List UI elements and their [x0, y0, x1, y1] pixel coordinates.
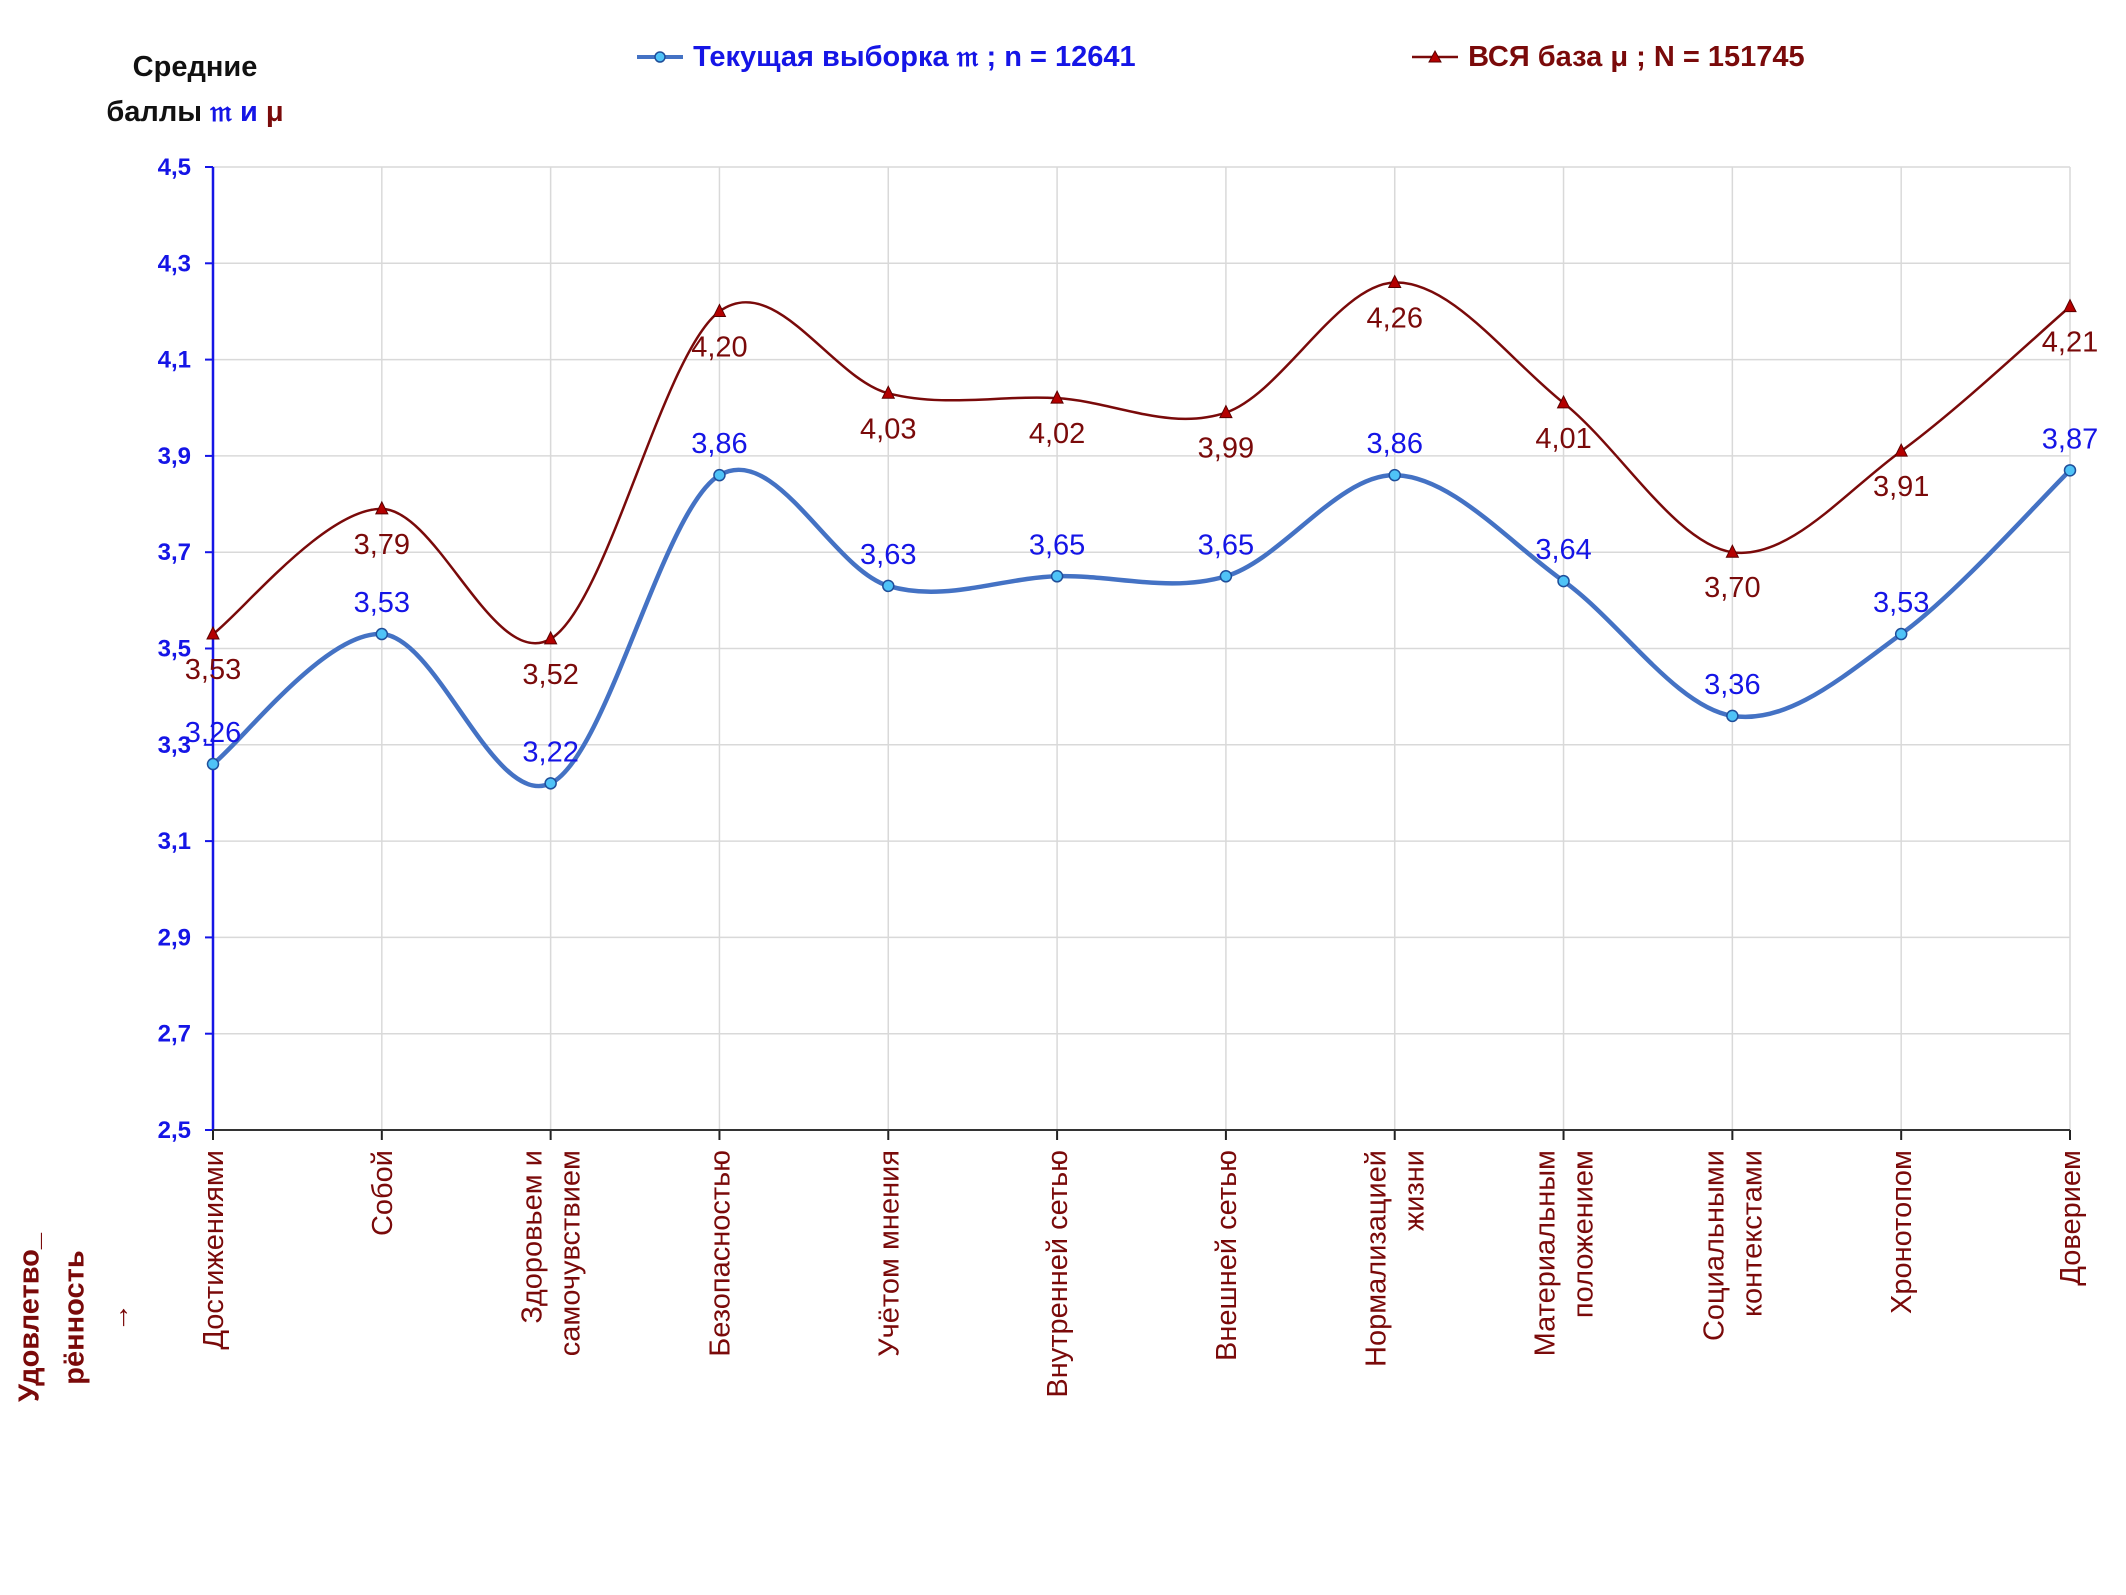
x-category-label: Хронотопом: [1886, 1150, 1918, 1314]
y-tick-label: 4,5: [158, 154, 191, 181]
footer-label-arrow: →: [103, 1303, 136, 1332]
y-tick-label: 4,1: [158, 347, 191, 374]
data-point-all: [1219, 404, 1233, 419]
data-label-current: 3,63: [860, 539, 916, 571]
series-line-all: [212, 281, 2071, 645]
footer-label-line1: Удовлетво_: [13, 1232, 46, 1403]
data-point-all: [375, 500, 389, 515]
legend-item-all: ВСЯ база μ ; N = 151745: [1410, 40, 1805, 74]
x-category-label: Внутренней сетью: [1042, 1150, 1074, 1398]
data-point-all: [1556, 394, 1571, 409]
data-label-current: 3,53: [354, 587, 410, 619]
data-point-current: [713, 468, 726, 482]
y-axis-title-prefix: баллы: [106, 96, 203, 128]
x-category-label: Безопасностью: [704, 1150, 736, 1357]
data-point-current: [1557, 574, 1570, 588]
series-line-current: [211, 467, 2072, 789]
data-point-current: [1219, 570, 1233, 583]
x-category-label: контекстами: [1736, 1150, 1768, 1317]
x-category-label: Нормализацией: [1361, 1150, 1393, 1367]
data-label-all: 4,01: [1535, 423, 1591, 455]
data-label-all: 4,03: [860, 413, 916, 445]
data-point-all: [1050, 390, 1064, 404]
data-point-current: [2063, 464, 2077, 477]
y-tick-label: 2,5: [158, 1117, 191, 1144]
x-category-label: жизни: [1399, 1150, 1431, 1231]
data-label-current: 3,26: [185, 717, 241, 749]
legend-marker-all: [1412, 50, 1458, 63]
data-label-current: 3,22: [522, 736, 578, 768]
y-tick-label: 3,7: [158, 539, 191, 566]
legend-label-current: Текущая выборка 𝔪 ; n = 12641: [693, 40, 1136, 73]
footer-label-line2: рённость: [58, 1250, 91, 1385]
data-label-current: 3,86: [691, 428, 747, 460]
data-label-all: 3,99: [1198, 433, 1254, 465]
y-axis-title-line1: Средние: [132, 51, 258, 83]
legend-label-all: ВСЯ база μ ; N = 151745: [1468, 40, 1805, 73]
y-tick-label: 3,5: [158, 636, 191, 663]
y-axis-title-sym-current: 𝔪: [210, 96, 232, 128]
x-category-label: Внешней сетью: [1211, 1150, 1243, 1361]
y-axis-title-sym-all: μ: [265, 96, 284, 128]
x-category-label: Материальным: [1530, 1150, 1562, 1356]
y-tick-label: 3,3: [158, 732, 191, 759]
data-label-all: 4,26: [1367, 303, 1423, 335]
data-label-all: 3,91: [1873, 471, 1929, 503]
y-axis-title-conj: и: [239, 96, 258, 128]
y-tick-label: 3,1: [158, 828, 191, 855]
y-axis-title: Средние баллы 𝔪 и μ: [95, 45, 295, 135]
data-label-current: 3,53: [1873, 587, 1929, 619]
data-point-all: [543, 630, 558, 645]
data-point-all: [881, 385, 896, 399]
data-point-current: [882, 579, 895, 593]
data-label-all: 3,70: [1704, 572, 1760, 604]
data-point-all: [1387, 274, 1402, 289]
x-category-label: Доверием: [2055, 1150, 2087, 1286]
x-category-label: самочувствием: [555, 1150, 587, 1356]
data-point-current: [206, 757, 220, 771]
data-point-all: [1894, 442, 1908, 457]
data-label-all: 4,20: [691, 331, 747, 363]
data-point-current: [375, 627, 389, 641]
data-label-all: 4,02: [1029, 418, 1085, 450]
x-category-label: Социальными: [1698, 1150, 1730, 1341]
y-tick-label: 2,7: [158, 1021, 191, 1048]
data-label-all: 3,53: [185, 654, 241, 686]
data-point-current: [1388, 468, 1401, 482]
y-tick-label: 4,3: [158, 250, 191, 277]
data-label-all: 3,79: [354, 529, 410, 561]
y-tick-label: 2,9: [158, 924, 191, 951]
data-point-current: [1894, 627, 1908, 641]
data-label-current: 3,64: [1535, 534, 1591, 566]
x-category-label: Здоровьем и: [517, 1150, 549, 1324]
data-label-current: 3,36: [1704, 669, 1760, 701]
data-label-all: 4,21: [2042, 327, 2098, 359]
data-point-all: [206, 625, 220, 640]
data-label-current: 3,86: [1367, 428, 1423, 460]
x-category-label: положением: [1568, 1150, 1600, 1318]
data-point-all: [712, 303, 727, 317]
data-label-current: 3,65: [1029, 529, 1085, 561]
x-category-label: Собой: [367, 1150, 399, 1236]
y-tick-label: 3,9: [158, 443, 191, 470]
y-axis-title-line2: баллы 𝔪 и μ: [95, 90, 295, 135]
footer-label: Удовлетво_ рённость →: [8, 1188, 143, 1448]
x-category-label: Учётом мнения: [873, 1150, 905, 1357]
data-point-all: [1725, 544, 1740, 558]
data-point-current: [1726, 709, 1739, 723]
x-category-label: Достижениями: [198, 1150, 230, 1350]
legend-item-current: Текущая выборка 𝔪 ; n = 12641: [635, 40, 1136, 74]
data-point-all: [2063, 298, 2077, 313]
data-point-current: [1050, 570, 1064, 583]
data-label-current: 3,65: [1198, 529, 1254, 561]
data-label-all: 3,52: [522, 659, 578, 691]
data-point-current: [544, 777, 557, 790]
data-label-current: 3,87: [2042, 423, 2098, 455]
legend-marker-current: [637, 51, 683, 64]
